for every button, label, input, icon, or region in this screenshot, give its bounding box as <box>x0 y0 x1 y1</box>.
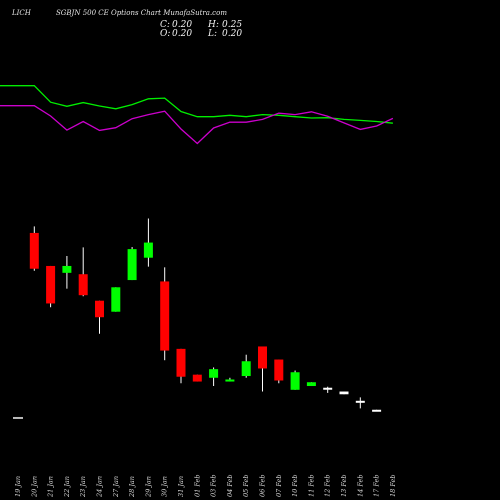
close-label: C: <box>160 20 170 30</box>
symbol-label: LICH <box>12 9 31 17</box>
x-tick-label: 01 Feb <box>193 475 201 498</box>
indicator-line-1 <box>0 85 393 124</box>
candle-body-8 <box>127 249 137 281</box>
open-label: O: <box>160 29 171 39</box>
candle-body-23 <box>372 409 382 412</box>
open-value: 0.20 <box>172 29 193 39</box>
candle-body-9 <box>143 242 153 258</box>
candle-body-17 <box>274 359 284 381</box>
candle-body-7 <box>111 287 121 312</box>
x-tick-label: 20 Jan <box>30 476 38 498</box>
x-tick-label: 24 Jan <box>96 476 104 498</box>
x-tick-label: 13 Feb <box>340 475 348 498</box>
x-tick-label: 05 Feb <box>242 475 250 498</box>
candle-body-11 <box>176 348 186 377</box>
x-tick-label: 27 Jan <box>112 476 120 498</box>
x-tick-label: 19 Jan <box>14 476 22 497</box>
x-tick-label: 23 Jan <box>79 476 87 498</box>
candle-body-19 <box>306 382 316 387</box>
candle-body-14 <box>225 379 235 382</box>
candle-body-10 <box>160 281 170 351</box>
x-tick-label: 29 Jan <box>144 476 152 498</box>
x-tick-label: 14 Feb <box>356 475 364 498</box>
candle-body-3 <box>46 265 56 304</box>
low-value: 0.20 <box>222 29 243 39</box>
x-tick-label: 18 Feb <box>389 475 397 498</box>
low-label: L: <box>208 29 218 39</box>
indicator-line-2 <box>0 105 394 145</box>
x-tick-label: 04 Feb <box>226 475 234 498</box>
candle-body-4 <box>62 265 72 273</box>
x-tick-label: 07 Feb <box>275 475 283 498</box>
candle-body-15 <box>241 361 251 377</box>
x-tick-label: 22 Jan <box>63 476 71 498</box>
close-value: 0.20 <box>172 20 193 30</box>
candle-body-13 <box>209 369 219 378</box>
x-tick-label: 28 Jan <box>128 476 136 498</box>
x-tick-label: 21 Jan <box>47 476 55 498</box>
x-tick-label: 31 Jan <box>177 476 185 497</box>
candle-body-2 <box>29 232 39 269</box>
x-tick-label: 12 Feb <box>324 475 332 498</box>
x-tick-label: 06 Feb <box>259 475 267 498</box>
x-tick-label: 30 Jan <box>161 476 169 497</box>
high-label: H: <box>208 20 219 30</box>
high-value: 0.25 <box>222 20 243 30</box>
candle-body-6 <box>95 300 104 318</box>
candle-body-5 <box>78 274 88 296</box>
x-tick-label: 17 Feb <box>373 475 381 498</box>
candle-body-22 <box>355 400 365 403</box>
candle-body-1 <box>13 416 23 419</box>
candle-body-12 <box>192 374 202 382</box>
candle-body-16 <box>258 346 267 369</box>
x-tick-label: 03 Feb <box>210 475 218 498</box>
candle-body-20 <box>323 387 333 390</box>
x-tick-label: 10 Feb <box>291 475 299 498</box>
x-tick-label: 11 Feb <box>307 475 315 498</box>
chart-title: SGBJN 500 CE Options Chart MunafaSutra.c… <box>56 9 227 17</box>
candle-body-18 <box>290 372 300 390</box>
candle-body-21 <box>339 391 349 395</box>
